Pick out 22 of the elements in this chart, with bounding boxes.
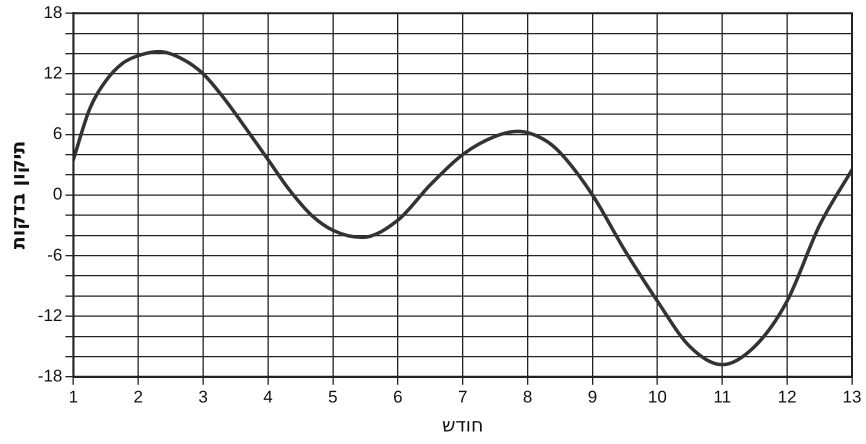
y-tick-label: 0 (52, 184, 62, 204)
x-tick-label: 13 (842, 388, 862, 407)
x-tick-label: 6 (393, 388, 403, 407)
x-tick-label: 9 (588, 388, 598, 407)
y-tick-label: -18 (38, 366, 62, 386)
x-tick-label: 12 (778, 388, 797, 407)
y-tick-label: 12 (43, 63, 62, 82)
x-tick-label: 11 (713, 388, 732, 407)
x-tick-label: 2 (134, 388, 143, 407)
x-tick-label: 8 (522, 388, 532, 407)
x-tick-label: 5 (328, 388, 338, 407)
y-axis-title: תיקון בדקות (7, 140, 30, 250)
x-tick-label: 4 (263, 388, 273, 407)
x-axis-title: חודש (442, 414, 484, 437)
y-tick-label: -6 (47, 245, 62, 264)
y-tick-label: 18 (43, 2, 62, 22)
x-tick-label: 10 (648, 388, 667, 407)
y-tick-label: -12 (38, 306, 62, 325)
x-tick-label: 1 (68, 388, 78, 407)
x-tick-label: 7 (458, 388, 468, 407)
x-tick-label: 3 (198, 388, 208, 407)
y-tick-label: 6 (52, 124, 62, 144)
